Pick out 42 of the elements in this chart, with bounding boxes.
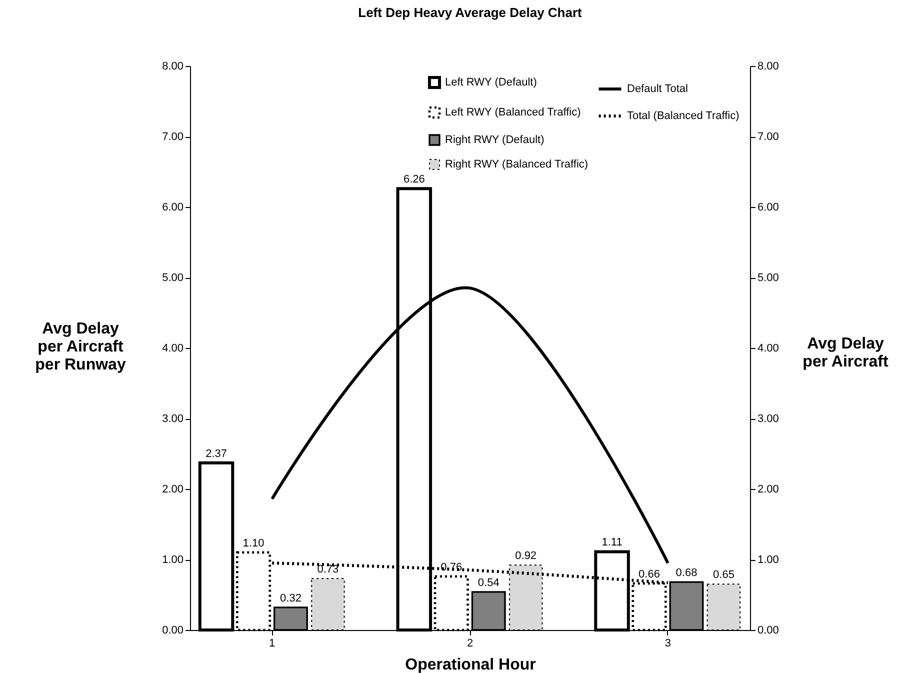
legend-label: Total (Balanced Traffic) bbox=[627, 110, 740, 122]
data-label: 0.68 bbox=[676, 567, 698, 580]
legend-label: Default Total bbox=[627, 83, 688, 95]
data-label: 0.73 bbox=[317, 564, 339, 576]
y-tick-label: 8.00 bbox=[162, 60, 184, 72]
data-label: 0.92 bbox=[515, 550, 537, 562]
y-tick-label: 2.00 bbox=[162, 484, 184, 496]
y-tick-label: 3.00 bbox=[162, 413, 184, 425]
y2-tick-label: 4.00 bbox=[758, 342, 779, 354]
y2-tick-label: 3.00 bbox=[758, 413, 779, 425]
y2-axis-title: Avg Delay per Aircraft bbox=[802, 336, 889, 370]
y-tick-label: 1.00 bbox=[162, 554, 184, 566]
x-axis-title: Operational Hour bbox=[405, 656, 536, 673]
data-label: 2.37 bbox=[206, 448, 227, 460]
y-tick-label: 4.00 bbox=[162, 342, 184, 354]
y2-tick-label: 7.00 bbox=[758, 131, 779, 143]
y-tick-label: 6.00 bbox=[162, 202, 184, 214]
y-axis-title: Avg Delay per Aircraft per Runway bbox=[35, 320, 126, 374]
y-tick-label: 0.00 bbox=[162, 624, 184, 636]
legend-label: Left RWY (Balanced Traffic) bbox=[445, 106, 581, 118]
y2-tick-label: 5.00 bbox=[758, 272, 779, 284]
data-label: 0.32 bbox=[280, 592, 302, 604]
data-label: 1.11 bbox=[602, 536, 622, 549]
x-tick-label: 3 bbox=[664, 638, 671, 650]
y2-tick-label: 8.00 bbox=[758, 60, 779, 72]
x-tick-label: 1 bbox=[269, 638, 276, 650]
y2-tick-label: 6.00 bbox=[758, 202, 779, 214]
legend-label: Left RWY (Default) bbox=[445, 76, 537, 88]
x-tick-label: 2 bbox=[466, 638, 474, 650]
data-label: 0.65 bbox=[713, 569, 734, 582]
y-tick-label: 7.00 bbox=[162, 131, 184, 143]
data-label: 1.10 bbox=[242, 537, 264, 550]
data-label: 0.66 bbox=[638, 568, 660, 580]
y2-tick-label: 0.00 bbox=[758, 624, 779, 636]
legend-label: Right RWY (Balanced Traffic) bbox=[445, 158, 588, 170]
legend-label: Right RWY (Default) bbox=[445, 134, 544, 146]
chart-title: Left Dep Heavy Average Delay Chart bbox=[358, 5, 583, 20]
data-label: 6.26 bbox=[403, 174, 425, 186]
y-tick-label: 5.00 bbox=[162, 272, 184, 284]
y2-tick-label: 1.00 bbox=[758, 554, 779, 566]
y2-tick-label: 2.00 bbox=[758, 484, 779, 496]
data-label: 0.54 bbox=[478, 576, 500, 589]
